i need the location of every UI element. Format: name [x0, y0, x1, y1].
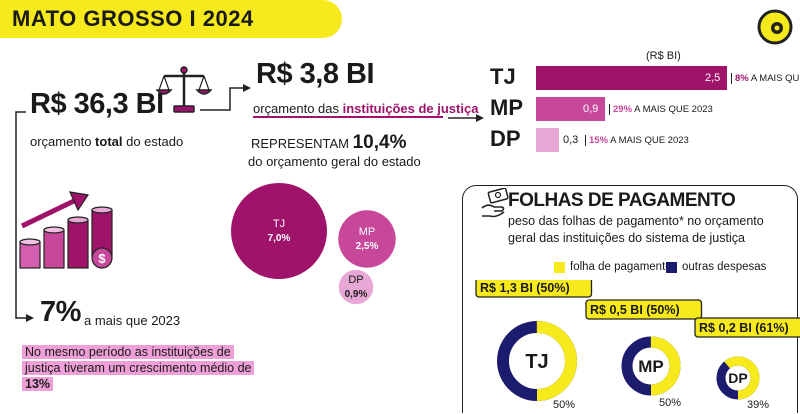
donut-payroll-mp [621, 336, 681, 396]
donut-payroll-tj [497, 321, 577, 401]
bubble-value-label: 7,0% [268, 233, 291, 244]
donut-center-label: TJ [525, 351, 548, 373]
donut-amount-tag [694, 317, 800, 338]
bar-value-label: 0,3 [563, 134, 579, 146]
growth-value: 7% [40, 296, 81, 328]
growth-caption: a mais que 2023 [84, 313, 181, 328]
represents-line: REPRESENTAM 10,4% [251, 132, 407, 153]
bubble-tj [231, 183, 327, 279]
legend-label-payroll: folha de pagamento [570, 261, 672, 273]
represents-caption: do orçamento geral do estado [248, 154, 421, 169]
coin-growth-icon: $ [19, 191, 113, 269]
donut-payroll-dp [716, 356, 760, 400]
donut-amount-label: R$ 1,3 BI (50%) [480, 281, 570, 295]
legend-swatch-payroll [554, 262, 565, 273]
svg-text:$: $ [98, 251, 106, 266]
bar-value-label: 2,5 [705, 72, 721, 84]
legend-swatch-other [666, 262, 677, 273]
bar-growth-label: 8% A MAIS QUE 2023 [731, 73, 800, 84]
total-budget-value: R$ 36,3 BI [30, 88, 164, 120]
bar-growth-label: 15% A MAIS QUE 2023 [585, 135, 689, 146]
justice-budget-value: R$ 3,8 BI [256, 58, 375, 90]
justice-budget-caption: orçamento das instituições de justiça [253, 101, 479, 116]
donut-other-pct-label: 50% [553, 399, 575, 411]
donut-amount-tag [475, 280, 593, 298]
donut-center-label: MP [638, 357, 664, 376]
bubble-label: MP [359, 226, 376, 238]
bar-category-label: MP [490, 95, 523, 120]
payroll-subtitle: peso das folhas de pagamento* no orçamen… [508, 214, 764, 245]
bar-tj [536, 66, 727, 90]
brand-logo-icon [757, 9, 793, 45]
header-banner [0, 0, 342, 38]
bar-mp [536, 97, 605, 121]
donut-other-pct-label: 39% [747, 399, 769, 411]
payroll-title: FOLHAS DE PAGAMENTO [508, 190, 736, 211]
justice-underline [253, 116, 443, 118]
bar-value-label: 0,9 [583, 103, 599, 115]
bar-chart: TJ 2,5 8% A MAIS QUE 2023 MP 0,9 29% A MAIS Q… [490, 62, 800, 162]
bar-dp [536, 128, 559, 152]
growth-note: No mesmo período as instituições de just… [22, 344, 255, 392]
bubble-value-label: 2,5% [356, 241, 379, 252]
donut-amount-label: R$ 0,2 BI (61%) [699, 321, 789, 335]
bar-unit-label: (R$ BI) [646, 50, 681, 62]
donut-other-pct-label: 50% [659, 397, 681, 409]
money-hand-icon [481, 188, 509, 218]
donut-amount-label: R$ 0,5 BI (50%) [590, 303, 680, 317]
bar-category-label: TJ [490, 64, 516, 89]
bubble-label: DP [348, 274, 363, 286]
total-budget-caption: orçamento total do estado [30, 134, 184, 149]
page-title: MATO GROSSO I 2024 [12, 6, 254, 31]
donut-charts: TJ 50% R$ 1,3 BI (50%) MP 50% R$ 0,5 BI (50%)… [475, 280, 800, 411]
scale-icon [156, 66, 212, 113]
donut-center-label: DP [728, 370, 747, 386]
bar-growth-label: 29% A MAIS QUE 2023 [609, 104, 713, 115]
donut-amount-tag [585, 299, 703, 320]
bubble-dp [338, 269, 374, 305]
bubble-label: TJ [273, 218, 285, 230]
bubble-chart: TJ 7,0% MP 2,5% DP 0,9% [231, 183, 396, 305]
bubble-mp [338, 210, 396, 268]
bubble-value-label: 0,9% [345, 289, 368, 300]
legend-label-other: outras despesas [682, 261, 767, 273]
bar-category-label: DP [490, 126, 521, 151]
